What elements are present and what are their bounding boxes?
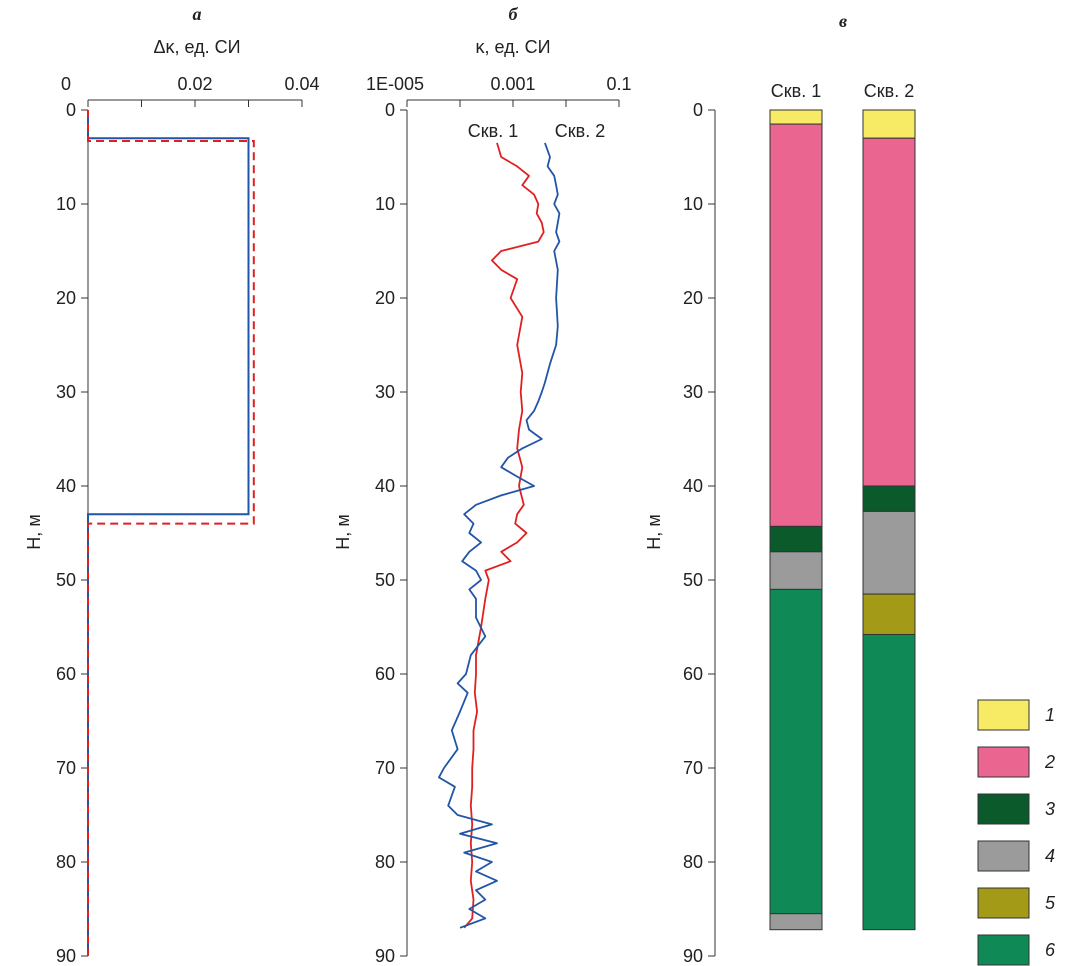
- panel-b-y-tick-label-7: 70: [375, 758, 395, 778]
- panel-a-x-tick-label-1: 0.02: [177, 74, 212, 94]
- panel-c-well-1-layer-4: [769, 588, 823, 915]
- panel-b-x-tick-label-0: 1E-005: [366, 74, 424, 94]
- panel-a-x-tick-label-0: 0: [61, 74, 71, 94]
- legend-swatch-2: [977, 746, 1030, 778]
- panel-c-well-2-layer-4: [862, 593, 916, 635]
- panel-c: в H, м Скв. 1 Скв. 2 0 10 20 30 40 50 60 70 80 90…: [644, 11, 1056, 966]
- panel-b-y-tick-label-0: 0: [385, 100, 395, 120]
- panel-c-well-1-layer-0: [769, 109, 823, 125]
- legend-label-1: 1: [1045, 705, 1055, 725]
- panel-c-well-2-layer-5: [862, 634, 916, 931]
- panel-b-well-2-label: Скв. 2: [555, 121, 605, 141]
- panel-b-x-axis-title: κ, ед. СИ: [475, 37, 550, 57]
- panel-b-y-axis-title: H, м: [333, 514, 353, 549]
- panel-c-well-2-layer-1: [862, 137, 916, 487]
- panel-c-well-2-layer-0: [862, 109, 916, 139]
- panel-c-y-tick-label-1: 10: [683, 194, 703, 214]
- legend-swatch-5: [977, 887, 1030, 919]
- panel-a-y-tick-label-3: 30: [56, 382, 76, 402]
- legend-label-5: 5: [1045, 893, 1056, 913]
- panel-a-y-tick-label-8: 80: [56, 852, 76, 872]
- panel-c-y-tick-label-6: 60: [683, 664, 703, 684]
- panel-b-y-tick-label-3: 30: [375, 382, 395, 402]
- legend-swatch-1: [977, 699, 1030, 731]
- panel-c-y-tick-label-9: 90: [683, 946, 703, 966]
- panel-b-y-tick-label-8: 80: [375, 852, 395, 872]
- panel-a-y-tick-label-7: 70: [56, 758, 76, 778]
- panel-c-well-1-layer-1: [769, 123, 823, 527]
- panel-c-y-tick-label-0: 0: [693, 100, 703, 120]
- panel-c-column-1-label: Скв. 1: [771, 81, 821, 101]
- legend-label-4: 4: [1045, 846, 1055, 866]
- panel-c-well-1-layer-5: [769, 913, 823, 931]
- panel-a-x-tick-label-2: 0.04: [284, 74, 319, 94]
- legend-swatch-3: [977, 793, 1030, 825]
- legend-swatch-6: [977, 934, 1030, 966]
- panel-a-y-tick-label-0: 0: [66, 100, 76, 120]
- panel-b: б κ, ед. СИ H, м Скв. 1 Скв. 2 1E-005 0.0…: [333, 4, 632, 966]
- panel-a-label: а: [193, 4, 202, 24]
- panel-b-x-tick-label-2: 0.1: [606, 74, 631, 94]
- panel-b-y-tick-label-6: 60: [375, 664, 395, 684]
- legend-label-3: 3: [1045, 799, 1055, 819]
- panel-c-y-tick-label-7: 70: [683, 758, 703, 778]
- panel-a-y-tick-label-1: 10: [56, 194, 76, 214]
- legend-swatch-4: [977, 840, 1030, 872]
- panel-a-y-tick-label-4: 40: [56, 476, 76, 496]
- panel-b-well-1-label: Скв. 1: [468, 121, 518, 141]
- panel-c-y-tick-label-3: 30: [683, 382, 703, 402]
- panel-b-y-tick-label-1: 10: [375, 194, 395, 214]
- panel-b-series-well-2: [437, 142, 561, 929]
- panel-a-series-solid: [87, 110, 250, 956]
- panel-a: а Δκ, ед. СИ H, м 0 0.02 0.04 0 10 20 30 40 50 60…: [24, 4, 320, 966]
- panel-a-y-axis-title: H, м: [24, 514, 44, 549]
- panel-c-y-tick-label-4: 40: [683, 476, 703, 496]
- panel-a-x-axis-title: Δκ, ед. СИ: [153, 37, 240, 57]
- panel-c-well-2-layer-3: [862, 510, 916, 595]
- panel-c-well-2-layer-2: [862, 485, 916, 512]
- panel-c-column-2-label: Скв. 2: [864, 81, 914, 101]
- panel-c-y-tick-label-8: 80: [683, 852, 703, 872]
- panel-a-y-tick-label-9: 90: [56, 946, 76, 966]
- panel-a-y-tick-label-2: 20: [56, 288, 76, 308]
- legend-label-2: 2: [1044, 752, 1055, 772]
- panel-b-y-tick-label-2: 20: [375, 288, 395, 308]
- panel-a-series-dashed: [87, 110, 255, 956]
- panel-c-label: в: [839, 11, 847, 31]
- panel-b-series-well-1: [463, 142, 545, 929]
- panel-b-y-tick-label-4: 40: [375, 476, 395, 496]
- panel-c-well-1-layer-2: [769, 525, 823, 553]
- panel-c-y-tick-label-2: 20: [683, 288, 703, 308]
- panel-b-y-tick-label-9: 90: [375, 946, 395, 966]
- panel-c-well-1-layer-3: [769, 551, 823, 590]
- panel-b-label: б: [509, 4, 519, 24]
- panel-c-y-axis-title: H, м: [644, 514, 664, 549]
- panel-a-y-tick-label-6: 60: [56, 664, 76, 684]
- legend-label-6: 6: [1045, 940, 1056, 960]
- panel-c-y-tick-label-5: 50: [683, 570, 703, 590]
- panel-b-y-tick-label-5: 50: [375, 570, 395, 590]
- panel-b-x-tick-label-1: 0.001: [490, 74, 535, 94]
- panel-a-y-tick-label-5: 50: [56, 570, 76, 590]
